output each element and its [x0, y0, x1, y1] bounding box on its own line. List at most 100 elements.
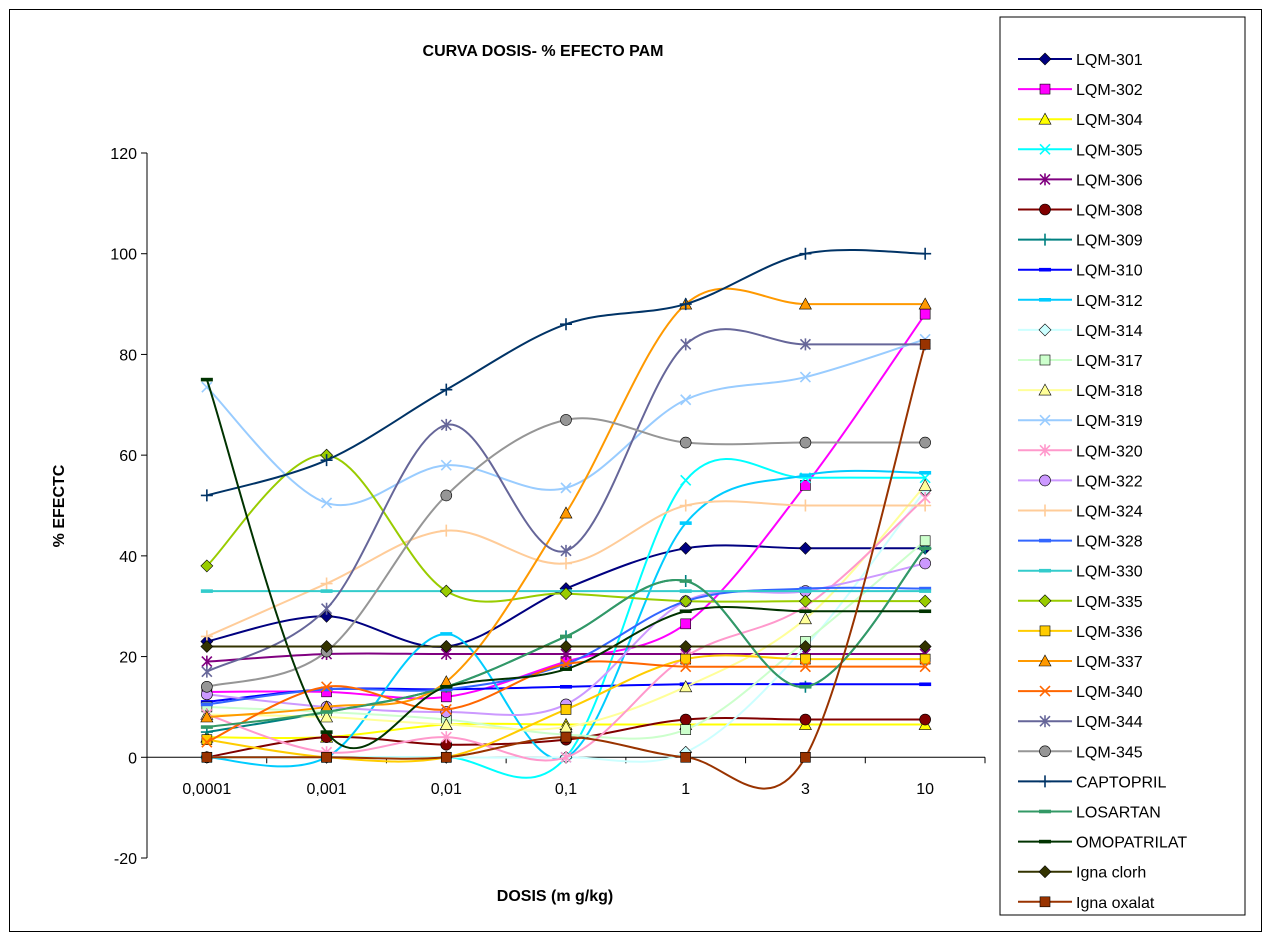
data-point [919, 653, 931, 665]
data-point [679, 541, 693, 555]
legend-label: LQM-328 [1076, 534, 1143, 551]
x-tick-label: 0,001 [307, 781, 347, 798]
legend-item: CAPTOPRIL [1018, 774, 1167, 791]
series-line [206, 328, 926, 673]
data-point [799, 682, 812, 687]
legend-label: LQM-318 [1076, 383, 1143, 400]
legend-item: LQM-345 [1018, 744, 1143, 761]
x-tick-label: 0,01 [431, 781, 462, 798]
data-point [679, 609, 692, 614]
legend-marker [1039, 809, 1051, 814]
data-point [679, 499, 692, 512]
data-point [800, 653, 811, 665]
data-point [440, 691, 452, 703]
legend-label: CAPTOPRIL [1076, 774, 1167, 791]
data-point [200, 377, 213, 382]
legend-item: LQM-305 [1018, 142, 1143, 159]
series-lqm-318 [200, 478, 932, 733]
data-point [680, 394, 692, 406]
data-point [201, 655, 213, 668]
data-point [919, 535, 931, 547]
legend-item: LQM-335 [1018, 594, 1143, 611]
data-point [560, 751, 572, 764]
data-point [799, 247, 812, 260]
legend-item: LQM-309 [1018, 233, 1143, 250]
legend-marker [1039, 83, 1051, 95]
y-tick-label: 40 [119, 549, 137, 566]
legend-label: LQM-309 [1076, 233, 1143, 250]
legend-item: LQM-330 [1018, 564, 1143, 581]
data-point [560, 704, 572, 715]
data-point [201, 751, 213, 763]
data-point [799, 338, 811, 351]
legend-item: Igna clorh [1018, 865, 1146, 882]
data-point [679, 436, 692, 449]
legend-label: LQM-322 [1076, 473, 1143, 490]
series-igna-clorh [200, 640, 932, 653]
series-line [206, 248, 926, 497]
legend-marker [1039, 625, 1051, 637]
legend: LQM-301 LQM-302 LQM-304 LQM-305 LQM-306 LQM-3… [999, 16, 1246, 916]
data-point [321, 497, 333, 509]
legend-item: LQM-306 [1018, 172, 1143, 189]
legend-item: LQM-320 [1018, 443, 1143, 460]
y-tick-label: 0 [128, 750, 137, 767]
legend-label: LQM-301 [1076, 52, 1143, 69]
data-point [439, 640, 453, 653]
data-point [798, 297, 812, 310]
series-lqm-324 [200, 499, 932, 643]
data-point [440, 751, 452, 763]
data-point [440, 418, 452, 431]
data-point [440, 383, 453, 396]
legend-label: Igna clorh [1076, 865, 1146, 882]
legend-item: LQM-314 [1018, 323, 1143, 340]
x-tick-label: 10 [916, 781, 934, 798]
data-point [679, 594, 693, 608]
legend-label: LQM-336 [1076, 624, 1143, 641]
data-point [320, 710, 333, 714]
chart-title: CURVA DOSIS- % EFECTO PAM [423, 43, 664, 60]
data-point [440, 703, 452, 716]
legend-item: LOSARTAN [1018, 805, 1161, 822]
series-lqm-319 [201, 333, 931, 509]
data-point [919, 713, 931, 726]
data-point [559, 587, 573, 601]
data-point [799, 609, 812, 614]
legend-marker [1039, 267, 1051, 272]
legend-item: OMOPATRILAT [1018, 835, 1187, 852]
data-point [560, 557, 572, 570]
data-point [559, 506, 573, 519]
data-point [200, 725, 213, 729]
series-lqm-344 [201, 328, 931, 678]
legend-label: LQM-335 [1076, 594, 1143, 611]
legend-marker [1038, 383, 1052, 396]
data-point [560, 482, 572, 494]
data-point [320, 609, 333, 623]
y-tick-label: -20 [114, 851, 137, 868]
data-point [320, 577, 333, 590]
series-line [206, 313, 926, 700]
legend-item: LQM-302 [1018, 82, 1143, 99]
data-point [680, 661, 692, 673]
legend-marker [1039, 538, 1051, 543]
data-point [320, 589, 333, 593]
series-omopatrilat [200, 377, 932, 750]
legend-label: LQM-305 [1076, 142, 1143, 159]
legend-item: LQM-317 [1018, 353, 1143, 370]
legend-marker [1039, 444, 1051, 457]
series-layer [200, 247, 932, 790]
data-point [680, 474, 692, 486]
series-igna-oxalat [201, 339, 931, 790]
data-point [320, 687, 333, 692]
legend-item: LQM-340 [1018, 684, 1143, 701]
legend-item: LQM-310 [1018, 263, 1143, 280]
data-point [440, 731, 452, 744]
legend-marker [1038, 654, 1052, 667]
legend-item: LQM-319 [1018, 413, 1143, 430]
legend-marker [1038, 594, 1052, 608]
legend-label: LQM-337 [1076, 654, 1143, 671]
x-tick-label: 1 [681, 781, 690, 798]
data-point [200, 489, 213, 502]
legend-marker [1038, 323, 1052, 337]
data-point [559, 640, 573, 653]
